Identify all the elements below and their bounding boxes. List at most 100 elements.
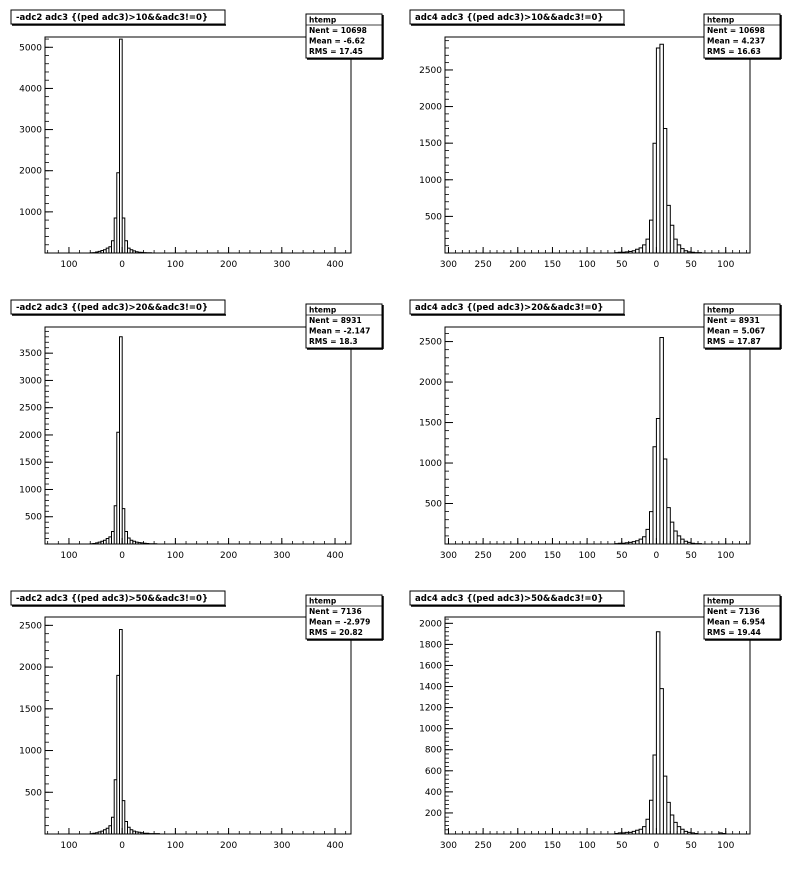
y-tick-label: 2000 xyxy=(19,663,42,673)
y-tick-label: 400 xyxy=(425,788,442,798)
x-tick-label: 400 xyxy=(326,841,343,851)
x-tick-label: 100 xyxy=(167,260,184,270)
x-tick-label: 50 xyxy=(685,260,697,270)
stats-mean: Mean = 6.954 xyxy=(707,618,765,627)
histogram-panel-2: 300 250 200 150 100 50 0 50 10050010001500200025… xyxy=(409,9,782,270)
x-tick-label: 100 xyxy=(717,551,734,561)
x-tick-label: 100 xyxy=(60,551,77,561)
y-tick-label: 2000 xyxy=(419,378,442,388)
x-tick-label: 0 xyxy=(119,841,125,851)
stats-mean: Mean = -2.979 xyxy=(309,618,370,627)
y-tick-label: 1000 xyxy=(419,725,442,735)
stats-box xyxy=(703,13,781,59)
stats-entries: Nent = 7136 xyxy=(309,607,362,616)
plot-frame xyxy=(44,326,352,545)
y-tick-label: 2500 xyxy=(19,621,42,631)
stats-rms: RMS = 20.82 xyxy=(309,628,363,637)
histogram-panel-3: 100 0 100 200 300 400500100015002000250030003… xyxy=(10,299,384,561)
plot-frame xyxy=(44,36,352,254)
x-tick-label: 150 xyxy=(544,841,561,851)
x-tick-label: 0 xyxy=(119,551,125,561)
y-tick-label: 2500 xyxy=(19,404,42,414)
y-tick-label: 5000 xyxy=(19,43,42,53)
histogram-bars xyxy=(89,629,160,835)
stats-mean: Mean = 5.067 xyxy=(707,327,765,336)
x-tick-label: 300 xyxy=(440,260,457,270)
x-tick-label: 50 xyxy=(616,551,628,561)
stats-mean: Mean = -6.62 xyxy=(309,37,365,46)
stats-label: htemp xyxy=(309,16,337,25)
histogram-panel-6: 300 250 200 150 100 50 0 50 100 200 400 600 800 1000 1… xyxy=(409,590,782,851)
histogram-bars xyxy=(89,336,158,545)
x-tick-label: 200 xyxy=(509,260,526,270)
x-tick-label: 300 xyxy=(273,551,290,561)
y-tick-label: 1500 xyxy=(19,705,42,715)
y-tick-label: 1000 xyxy=(419,459,442,469)
title-box xyxy=(409,299,625,315)
y-tick-label: 4000 xyxy=(19,84,42,94)
x-tick-label: 50 xyxy=(616,260,628,270)
y-tick-label: 2000 xyxy=(419,103,442,113)
x-tick-label: 100 xyxy=(579,551,596,561)
plot-frame xyxy=(444,36,751,254)
x-tick-label: 50 xyxy=(685,841,697,851)
x-tick-label: 150 xyxy=(544,551,561,561)
title-box xyxy=(409,590,625,606)
title-box xyxy=(10,9,226,25)
stats-box xyxy=(305,594,383,640)
x-tick-label: 200 xyxy=(509,841,526,851)
stats-mean: Mean = 4.237 xyxy=(707,37,765,46)
y-tick-label: 3500 xyxy=(19,349,42,359)
x-tick-label: 250 xyxy=(475,551,492,561)
stats-label: htemp xyxy=(707,306,735,315)
x-tick-label: 100 xyxy=(167,551,184,561)
x-tick-label: 300 xyxy=(273,260,290,270)
stats-entries: Nent = 8931 xyxy=(707,316,760,325)
stats-entries: Nent = 10698 xyxy=(707,26,765,35)
y-tick-label: 500 xyxy=(25,788,42,798)
x-tick-label: 200 xyxy=(220,841,237,851)
x-tick-label: 200 xyxy=(220,551,237,561)
x-tick-label: 200 xyxy=(509,551,526,561)
y-tick-label: 2000 xyxy=(19,431,42,441)
histogram-title: -adc2 adc3 {(ped adc3)>10&&adc3!=0} xyxy=(16,13,208,23)
y-tick-label: 1000 xyxy=(419,176,442,186)
stats-box xyxy=(305,303,383,349)
y-tick-label: 2000 xyxy=(419,619,442,629)
stats-box xyxy=(703,303,781,349)
y-tick-label: 2500 xyxy=(419,66,442,76)
stats-entries: Nent = 10698 xyxy=(309,26,367,35)
x-tick-label: 100 xyxy=(717,841,734,851)
plot-frame xyxy=(444,616,751,835)
x-tick-label: 300 xyxy=(440,841,457,851)
histogram-panel-1: 100 0 100 200 300 40010002000300040005000-adc… xyxy=(10,9,384,270)
stats-entries: Nent = 8931 xyxy=(309,316,362,325)
x-tick-label: 100 xyxy=(579,841,596,851)
stats-rms: RMS = 17.87 xyxy=(707,337,761,346)
x-tick-label: 400 xyxy=(326,260,343,270)
y-tick-label: 200 xyxy=(425,809,442,819)
histogram-title: adc4 adc3 {(ped adc3)>10&&adc3!=0} xyxy=(415,13,603,23)
histogram-title: -adc2 adc3 {(ped adc3)>20&&adc3!=0} xyxy=(16,303,208,313)
x-tick-label: 250 xyxy=(475,841,492,851)
y-tick-label: 1400 xyxy=(419,683,442,693)
stats-rms: RMS = 19.44 xyxy=(707,628,761,637)
x-tick-label: 200 xyxy=(220,260,237,270)
title-box xyxy=(10,299,226,315)
x-tick-label: 0 xyxy=(119,260,125,270)
stats-box xyxy=(703,594,781,640)
histogram-title: adc4 adc3 {(ped adc3)>50&&adc3!=0} xyxy=(415,594,603,604)
x-tick-label: 250 xyxy=(475,260,492,270)
y-tick-label: 1000 xyxy=(19,485,42,495)
y-tick-label: 500 xyxy=(425,500,442,510)
title-box xyxy=(409,9,625,25)
x-tick-label: 100 xyxy=(60,260,77,270)
y-tick-label: 1000 xyxy=(19,747,42,757)
y-tick-label: 3000 xyxy=(19,376,42,386)
histogram-panel-4: 300 250 200 150 100 50 0 50 10050010001500200025… xyxy=(409,299,782,561)
x-tick-label: 0 xyxy=(654,841,660,851)
y-tick-label: 2000 xyxy=(19,167,42,177)
y-tick-label: 1000 xyxy=(19,208,42,218)
title-box xyxy=(10,590,226,606)
